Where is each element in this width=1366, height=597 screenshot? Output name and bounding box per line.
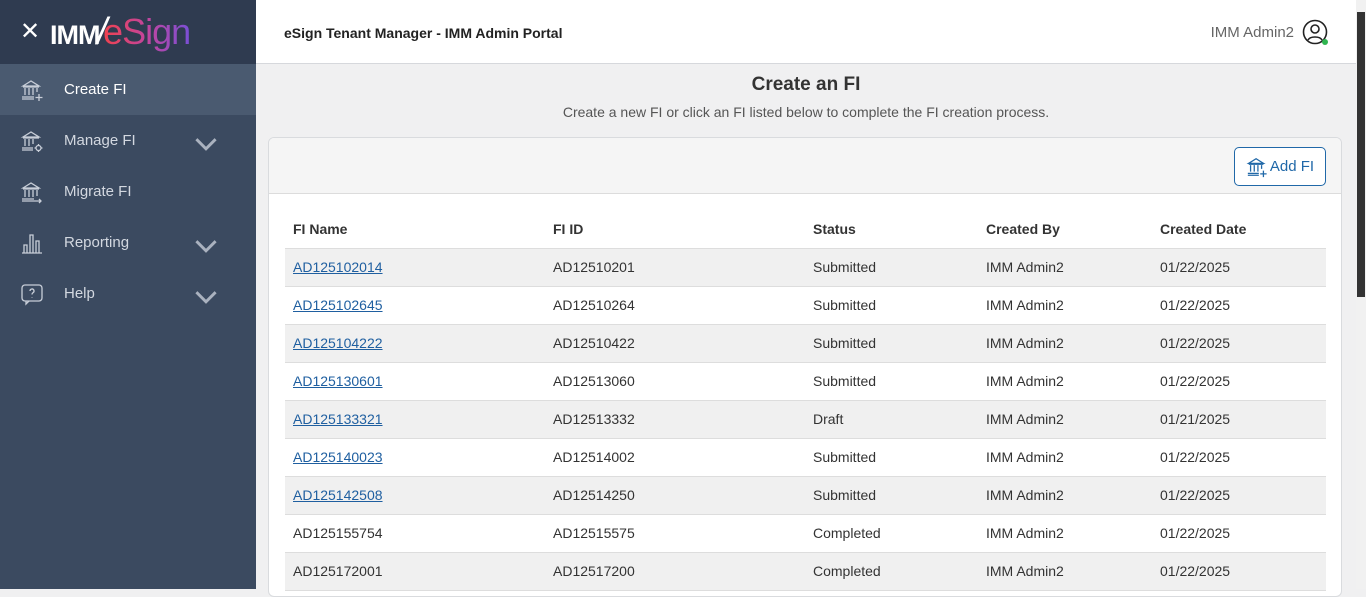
scrollbar[interactable] <box>1356 0 1366 589</box>
fi-name-link[interactable]: AD125130601 <box>293 373 383 389</box>
fi-status: Submitted <box>805 476 978 515</box>
table-row[interactable]: AD125172001 AD12517200 Completed IMM Admin2… <box>285 552 1326 591</box>
fi-name: AD125172001 <box>293 563 383 579</box>
fi-name-link[interactable]: AD125102645 <box>293 297 383 313</box>
column-header: Created Date <box>1152 210 1326 249</box>
created-by: IMM Admin2 <box>978 286 1152 325</box>
fi-name: AD125155754 <box>293 525 383 541</box>
bar-chart-icon <box>22 233 42 254</box>
created-date: 01/22/2025 <box>1152 438 1326 477</box>
fi-id: AD12513332 <box>545 400 805 439</box>
created-date: 01/22/2025 <box>1152 362 1326 401</box>
top-header: eSign Tenant Manager - IMM Admin Portal … <box>256 0 1356 64</box>
brand-bar: ✕ IMM / eSign <box>0 0 256 64</box>
table-row[interactable]: AD125155754 AD12515575 Completed IMM Admin2… <box>285 514 1326 553</box>
card-toolbar: Add FI <box>269 138 1341 194</box>
fi-status: Completed <box>805 552 978 591</box>
page-heading: Create an FI Create a new FI or click an… <box>256 74 1356 120</box>
fi-status: Submitted <box>805 438 978 477</box>
add-fi-button[interactable]: Add FI <box>1234 147 1326 186</box>
sidebar-item-migrate-fi[interactable]: Migrate FI <box>0 166 256 217</box>
bank-plus-icon <box>1246 157 1267 177</box>
chevron-down-icon[interactable] <box>194 234 218 258</box>
created-by: IMM Admin2 <box>978 362 1152 401</box>
sidebar-item-label: Reporting <box>64 234 130 251</box>
sidebar-item-create-fi[interactable]: Create FI <box>0 64 256 115</box>
sidebar-item-label: Manage FI <box>64 132 136 149</box>
fi-name-link[interactable]: AD125133321 <box>293 411 383 427</box>
column-header: Status <box>805 210 978 249</box>
created-date: 01/21/2025 <box>1152 400 1326 439</box>
created-by: IMM Admin2 <box>978 438 1152 477</box>
created-date: 01/22/2025 <box>1152 324 1326 363</box>
created-date: 01/22/2025 <box>1152 552 1326 591</box>
add-fi-label: Add FI <box>1269 158 1315 175</box>
table-row[interactable]: AD125102645 AD12510264 Submitted IMM Admin2… <box>285 286 1326 325</box>
user-name: IMM Admin2 <box>1210 23 1294 41</box>
scrollbar-thumb[interactable] <box>1357 12 1365 297</box>
fi-name-link[interactable]: AD125104222 <box>293 335 383 351</box>
sidebar-item-reporting[interactable]: Reporting <box>0 217 256 268</box>
created-by: IMM Admin2 <box>978 552 1152 591</box>
table-row[interactable]: AD125104222 AD12510422 Submitted IMM Admin2… <box>285 324 1326 363</box>
fi-name-link[interactable]: AD125102014 <box>293 259 383 275</box>
fi-name-link[interactable]: AD125142508 <box>293 487 383 503</box>
sidebar-item-manage-fi[interactable]: Manage FI <box>0 115 256 166</box>
created-by: IMM Admin2 <box>978 248 1152 287</box>
fi-table: FI Name FI ID Status Created By Created Date… <box>285 210 1326 591</box>
created-date: 01/22/2025 <box>1152 476 1326 515</box>
sidebar: ✕ IMM / eSign Create FI Manage FI Migrate FI… <box>0 0 256 589</box>
created-by: IMM Admin2 <box>978 514 1152 553</box>
fi-status: Completed <box>805 514 978 553</box>
column-header: Created By <box>978 210 1152 249</box>
fi-id: AD12510201 <box>545 248 805 287</box>
column-header: FI ID <box>545 210 805 249</box>
sidebar-item-label: Help <box>64 285 95 302</box>
created-date: 01/22/2025 <box>1152 248 1326 287</box>
created-by: IMM Admin2 <box>978 476 1152 515</box>
close-icon[interactable]: ✕ <box>20 18 41 45</box>
fi-name-link[interactable]: AD125140023 <box>293 449 383 465</box>
table-row[interactable]: AD125140023 AD12514002 Submitted IMM Admin2… <box>285 438 1326 477</box>
fi-list-card: Add FI FI Name FI ID Status Created By Creat… <box>268 137 1342 597</box>
fi-status: Submitted <box>805 324 978 363</box>
fi-id: AD12514250 <box>545 476 805 515</box>
user-avatar-icon[interactable] <box>1302 19 1328 45</box>
user-menu[interactable]: IMM Admin2 <box>1211 19 1328 45</box>
fi-id: AD12515575 <box>545 514 805 553</box>
fi-status: Draft <box>805 400 978 439</box>
column-header: FI Name <box>285 210 545 249</box>
fi-id: AD12510422 <box>545 324 805 363</box>
created-date: 01/22/2025 <box>1152 514 1326 553</box>
table-row[interactable]: AD125142508 AD12514250 Submitted IMM Admin2… <box>285 476 1326 515</box>
fi-id: AD12514002 <box>545 438 805 477</box>
chevron-down-icon[interactable] <box>194 285 218 309</box>
table-row[interactable]: AD125130601 AD12513060 Submitted IMM Admin2… <box>285 362 1326 401</box>
page-subtitle: Create a new FI or click an FI listed be… <box>562 104 1050 120</box>
fi-status: Submitted <box>805 286 978 325</box>
logo: IMM / eSign <box>50 10 191 53</box>
online-status-dot <box>1322 39 1328 45</box>
fi-status: Submitted <box>805 362 978 401</box>
app-title: eSign Tenant Manager - IMM Admin Portal <box>284 25 563 41</box>
created-by: IMM Admin2 <box>978 400 1152 439</box>
fi-status: Submitted <box>805 248 978 287</box>
bank-arrow-icon <box>20 181 42 203</box>
fi-id: AD12510264 <box>545 286 805 325</box>
sidebar-item-label: Create FI <box>64 81 127 98</box>
table-row[interactable]: AD125133321 AD12513332 Draft IMM Admin2 01/2… <box>285 400 1326 439</box>
chevron-down-icon[interactable] <box>194 132 218 156</box>
fi-id: AD12513060 <box>545 362 805 401</box>
created-date: 01/22/2025 <box>1152 286 1326 325</box>
table-row[interactable]: AD125102014 AD12510201 Submitted IMM Admin2… <box>285 248 1326 287</box>
help-bubble-icon <box>21 283 43 306</box>
sidebar-item-help[interactable]: Help <box>0 268 256 319</box>
fi-id: AD12517200 <box>545 552 805 591</box>
page-title: Create an FI <box>751 74 861 95</box>
bank-plus-icon <box>20 79 43 101</box>
created-by: IMM Admin2 <box>978 324 1152 363</box>
bank-gear-icon <box>20 130 43 152</box>
sidebar-item-label: Migrate FI <box>64 183 132 200</box>
